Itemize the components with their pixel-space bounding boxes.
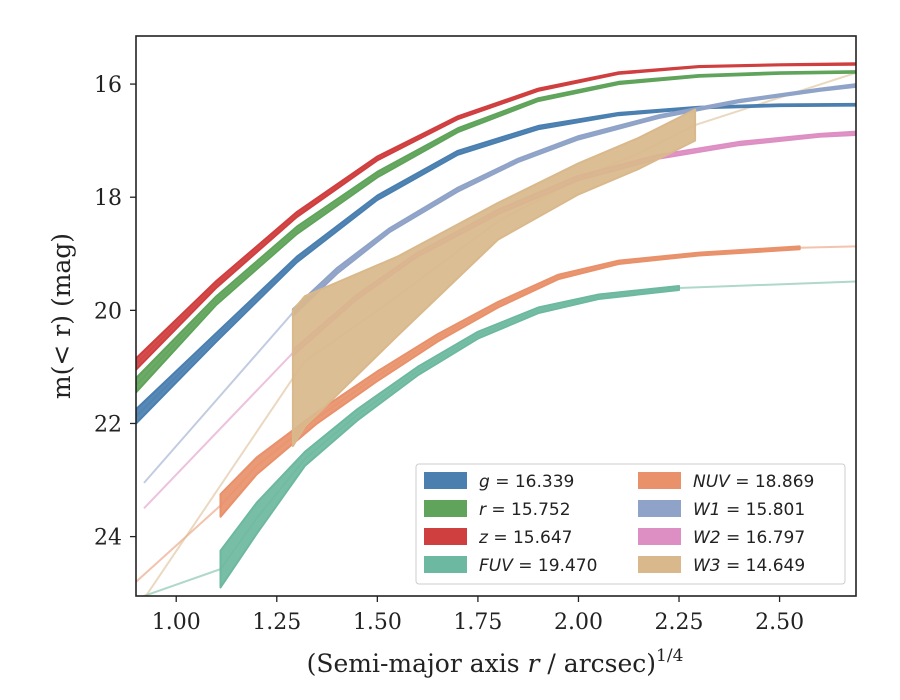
y-tick-label: 16 xyxy=(94,73,122,98)
legend-label-z: z = 15.647 xyxy=(478,528,572,548)
series-band-w1 xyxy=(291,83,856,317)
y-tick-label: 22 xyxy=(94,412,122,437)
y-axis-label: m(< r) (mag) xyxy=(47,233,76,399)
series-band-w3 xyxy=(291,108,697,448)
y-tick-label: 24 xyxy=(94,526,122,551)
x-axis-label-text: (Semi-major axis r / arcsec) xyxy=(307,649,656,678)
plot-area xyxy=(136,62,856,596)
legend-swatch-w1 xyxy=(638,500,681,517)
x-tick-label: 1.00 xyxy=(152,610,201,635)
legend-label-r: r = 15.752 xyxy=(479,500,571,520)
plot-frame xyxy=(135,35,857,597)
x-tick-label: 1.75 xyxy=(453,610,502,635)
x-axis: 1.00 1.25 1.50 1.75 2.00 2.25 2.50 xyxy=(152,596,804,635)
x-tick-label: 2.00 xyxy=(554,610,603,635)
legend-label-fuv: FUV = 19.470 xyxy=(479,556,597,576)
x-axis-label: (Semi-major axis r / arcsec)1/4 xyxy=(307,646,684,678)
x-axis-label-exponent: 1/4 xyxy=(656,646,683,666)
legend-label-g: g = 16.339 xyxy=(479,472,574,492)
legend-swatch-z xyxy=(424,528,467,545)
y-tick-label: 18 xyxy=(94,186,122,211)
legend-frame xyxy=(415,463,846,585)
series-band-r xyxy=(136,70,856,394)
legend-label-w1: W1 = 15.801 xyxy=(693,500,805,520)
legend-swatch-nuv xyxy=(638,472,681,489)
legend-label-w2: W2 = 16.797 xyxy=(693,528,805,548)
series-band-z xyxy=(136,62,856,371)
series-band-fuv xyxy=(219,285,680,589)
legend: g = 16.339 r = 15.752 z = 15.647 FUV = 19.4… xyxy=(415,463,846,585)
series-band-g xyxy=(136,102,856,425)
legend-label-nuv: NUV = 18.869 xyxy=(693,472,814,492)
legend-swatch-w3 xyxy=(638,556,681,573)
legend-swatch-w2 xyxy=(638,528,681,545)
x-tick-label: 1.50 xyxy=(353,610,402,635)
legend-swatch-fuv xyxy=(424,556,467,573)
y-tick-label: 20 xyxy=(94,299,122,324)
x-tick-label: 1.25 xyxy=(252,610,301,635)
series-band-nuv xyxy=(219,245,801,518)
legend-label-w3: W3 = 14.649 xyxy=(693,556,805,576)
legend-swatch-g xyxy=(424,472,467,489)
x-tick-label: 2.50 xyxy=(755,610,804,635)
legend-swatch-r xyxy=(424,500,467,517)
x-tick-label: 2.25 xyxy=(655,610,704,635)
y-axis: 16 18 20 22 24 xyxy=(94,73,136,551)
